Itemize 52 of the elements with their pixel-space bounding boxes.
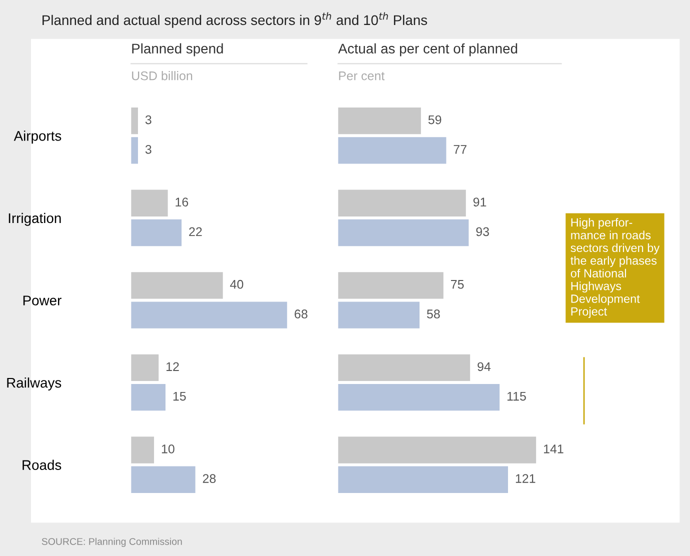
- data-label: 15: [173, 392, 186, 401]
- y-tick-label: Airports: [14, 130, 62, 144]
- text: High perfor- mance in roads sectors driven by the early phases of National Highways Development Project: [570, 218, 660, 318]
- data-label: 121: [516, 474, 536, 483]
- chart-subtitle: USD billion: [132, 71, 192, 80]
- data-label: 93: [476, 227, 489, 236]
- source-note: SOURCE: Planning Commission: [42, 538, 182, 547]
- data-label: 141: [544, 444, 564, 454]
- data-label: 40: [230, 280, 244, 289]
- y-tick-label: Power: [23, 296, 62, 306]
- data-label: 59: [428, 115, 442, 124]
- bar: [131, 272, 223, 299]
- data-label: 10: [162, 444, 174, 454]
- bar: [131, 219, 182, 246]
- bar: [338, 190, 466, 216]
- data-label: 94: [478, 362, 491, 372]
- data-label: 91: [473, 198, 486, 206]
- data-label: 58: [426, 310, 440, 318]
- y-tick-label: Roads: [22, 460, 62, 470]
- bar: [338, 219, 469, 246]
- bar: [131, 137, 138, 164]
- bar: [338, 466, 508, 493]
- y-tick-label: Railways: [7, 377, 62, 390]
- data-label: 22: [189, 227, 202, 236]
- x-axis-title: Planned spend: [132, 43, 223, 56]
- bar: [131, 354, 159, 382]
- bar: [338, 384, 500, 411]
- x-axis-title: Actual as per cent of planned: [338, 43, 518, 56]
- data-label: 115: [507, 392, 526, 401]
- bar: [338, 302, 420, 328]
- bar: [131, 190, 168, 216]
- data-label: 75: [451, 280, 464, 289]
- bar: [338, 137, 446, 164]
- bar: [131, 436, 154, 464]
- data-label: 3: [145, 115, 152, 124]
- bar: [131, 466, 196, 493]
- data-label: 28: [202, 474, 216, 483]
- data-label: 12: [166, 362, 179, 371]
- data-label: 3: [145, 144, 152, 154]
- bar: [131, 108, 138, 134]
- bar: [131, 384, 166, 411]
- data-label: 77: [454, 145, 466, 154]
- chart-subtitle: Per cent: [339, 72, 385, 80]
- chart-title: Planned and actual spend across sectors in 9$^{th}$ and 10$^{th}$ Plans: [42, 12, 428, 28]
- bar: [338, 108, 421, 134]
- data-label: 16: [176, 198, 188, 206]
- y-tick-label: Irrigation: [8, 212, 61, 226]
- bar: [338, 354, 470, 382]
- bar: [338, 272, 444, 299]
- data-label: 68: [294, 310, 308, 318]
- bar: [131, 302, 288, 328]
- bar: [338, 436, 536, 464]
